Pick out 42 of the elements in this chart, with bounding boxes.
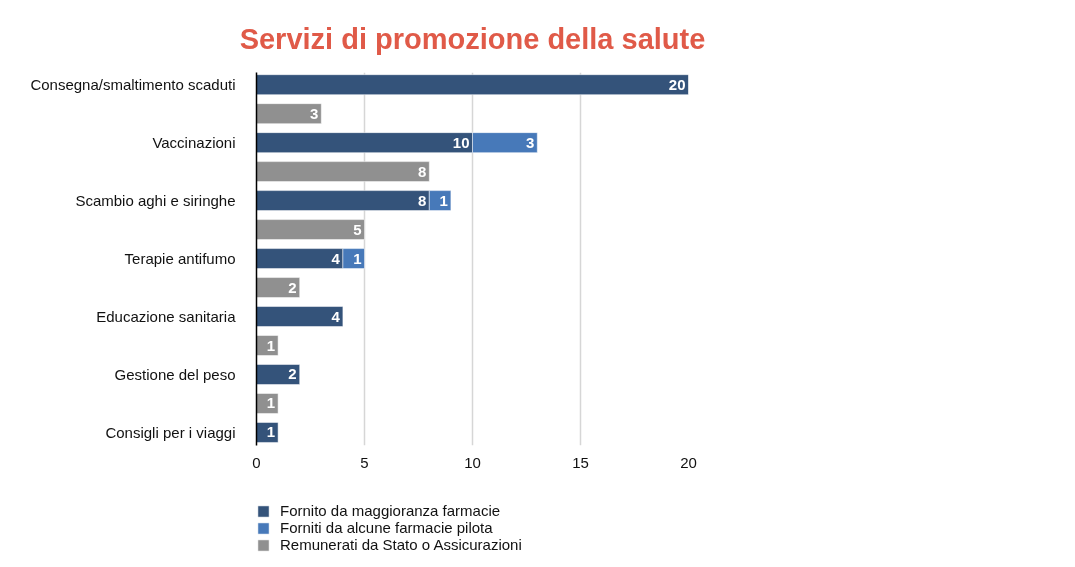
data-label: 3 (525, 133, 535, 151)
data-label: 1 (266, 394, 276, 412)
x-tick-label: 15 (572, 453, 589, 471)
bar (256, 161, 430, 182)
data-label: 1 (266, 336, 276, 354)
data-label: 4 (331, 307, 341, 325)
data-label: 1 (439, 191, 448, 209)
y-tick-label: Gestione del peso (114, 365, 236, 383)
bar (256, 393, 279, 414)
data-label: 10 (452, 133, 470, 151)
x-tick-label: 0 (252, 453, 261, 471)
legend-label: Forniti da alcune farmacie pilota (280, 519, 493, 536)
legend-label: Fornito da maggioranza farmacie (280, 502, 501, 519)
bar (256, 219, 365, 240)
bar (256, 306, 344, 327)
data-label: 1 (266, 423, 276, 441)
y-tick-label: Consegna/smaltimento scaduti (30, 76, 236, 94)
bar (256, 335, 279, 356)
bar (256, 103, 322, 124)
data-label: 2 (288, 278, 297, 296)
y-tick-label: Terapie antifumo (124, 250, 236, 268)
chart-title: Servizi di promozione della salute (239, 22, 706, 55)
data-label: 1 (353, 249, 362, 267)
data-label: 2 (288, 365, 297, 383)
x-tick-label: 20 (680, 453, 697, 471)
y-tick-label: Consigli per i viaggi (105, 423, 236, 441)
bar (256, 74, 689, 95)
x-tick-label: 10 (464, 453, 481, 471)
data-label: 8 (417, 191, 427, 209)
data-label: 20 (668, 75, 686, 93)
y-tick-label: Vaccinazioni (152, 134, 236, 152)
bar (256, 364, 300, 385)
bar (256, 422, 279, 443)
x-tick-label: 5 (360, 453, 369, 471)
y-tick-label: Educazione sanitaria (96, 308, 237, 326)
legend-label: Remunerati da Stato o Assicurazioni (280, 536, 522, 553)
data-label: 5 (353, 220, 362, 238)
data-label: 4 (331, 249, 341, 267)
data-label: 8 (417, 162, 427, 180)
y-tick-label: Scambio aghi e siringhe (75, 192, 236, 210)
bar (256, 277, 300, 298)
data-label: 3 (309, 104, 319, 122)
